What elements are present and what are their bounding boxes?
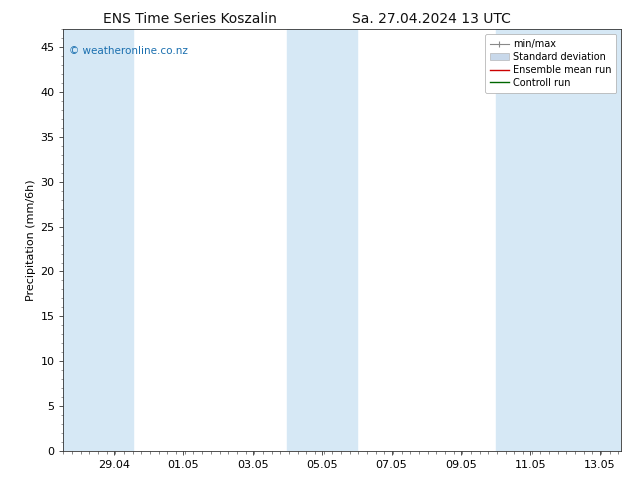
Bar — [63, 29, 133, 451]
Text: ENS Time Series Koszalin: ENS Time Series Koszalin — [103, 12, 277, 26]
Bar — [287, 29, 357, 451]
Text: Sa. 27.04.2024 13 UTC: Sa. 27.04.2024 13 UTC — [352, 12, 510, 26]
Legend: min/max, Standard deviation, Ensemble mean run, Controll run: min/max, Standard deviation, Ensemble me… — [485, 34, 616, 93]
Text: © weatheronline.co.nz: © weatheronline.co.nz — [69, 46, 188, 56]
Y-axis label: Precipitation (mm/6h): Precipitation (mm/6h) — [26, 179, 36, 301]
Bar — [496, 29, 621, 451]
